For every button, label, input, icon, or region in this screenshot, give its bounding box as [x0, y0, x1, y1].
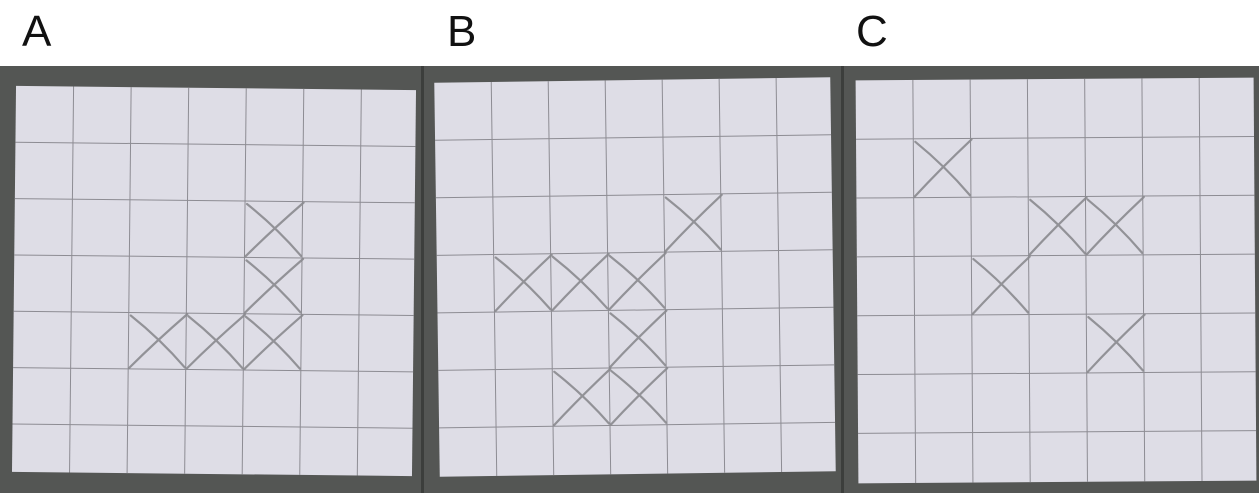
grid-board-b [434, 77, 836, 477]
grid-line [299, 88, 305, 475]
grid-line [1141, 78, 1146, 482]
grid-line [857, 312, 1256, 317]
grid-line [435, 134, 832, 141]
cross-mark [664, 193, 723, 253]
grid-line [856, 194, 1255, 199]
grid-line [547, 81, 555, 476]
grid-line [436, 249, 833, 256]
grid-line [126, 87, 132, 474]
cross-mark [243, 314, 304, 371]
cross-mark [1028, 196, 1088, 256]
grid-line [857, 371, 1256, 376]
grid-line [13, 310, 414, 316]
cross-mark [243, 257, 305, 314]
grid-line [856, 253, 1255, 258]
panel-label-c: C [856, 7, 888, 56]
cross-mark [609, 309, 668, 369]
grid-line [438, 364, 835, 371]
grid-line [1198, 77, 1203, 481]
cross-mark [128, 313, 189, 369]
grid-line [14, 254, 415, 260]
grid-line [356, 89, 362, 476]
grid-line [858, 430, 1257, 434]
cross-mark [1086, 313, 1146, 374]
grid-line [12, 423, 413, 429]
grid-line [775, 78, 783, 472]
grid-line [435, 191, 832, 199]
grid-line [15, 141, 416, 147]
grid-line [856, 135, 1255, 140]
cross-mark [913, 138, 973, 198]
grid-line [490, 81, 498, 476]
grid-line [13, 367, 414, 373]
grid-line [604, 80, 612, 475]
panel-label-b: B [447, 7, 477, 56]
cross-mark [609, 367, 669, 426]
grid-line [661, 79, 669, 474]
grid-line [439, 421, 836, 429]
cross-mark [551, 252, 610, 312]
cross-mark [971, 255, 1031, 316]
cross-mark [1085, 195, 1145, 256]
grid-line [718, 78, 726, 473]
grid-line [241, 88, 247, 475]
grid-line [1084, 78, 1088, 482]
panel-divider [841, 66, 844, 493]
grid-line [1026, 79, 1031, 483]
cross-mark [552, 367, 612, 427]
grid-line [69, 86, 75, 473]
panel-divider [421, 66, 424, 493]
grid-line [912, 79, 917, 483]
grid-line [14, 198, 415, 204]
grid-line [437, 306, 834, 314]
cross-mark [608, 252, 667, 311]
paper-sheet-a [11, 85, 417, 477]
cross-mark [185, 313, 246, 370]
grid-board-c [855, 77, 1257, 484]
grid-board-a [11, 85, 417, 477]
grid-line [184, 87, 190, 474]
cross-mark [244, 201, 305, 258]
cross-mark [494, 253, 553, 313]
panel-label-a: A [22, 7, 52, 56]
grid-line [969, 79, 974, 483]
